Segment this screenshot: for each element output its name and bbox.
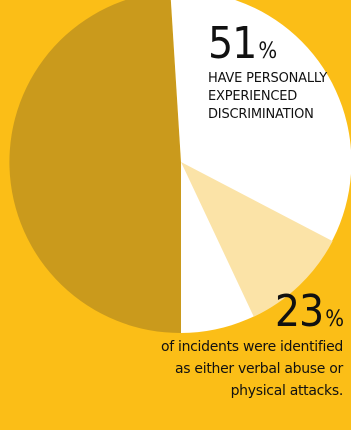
stat-incidents: 23% of incidents were identified as eith… — [0, 286, 344, 402]
stat-personal-description: HAVE PERSONALLY EXPERIENCED DISCRIMINATI… — [208, 71, 327, 122]
pie-slice-remainder — [9, 0, 181, 334]
stat-personal-value: 51% — [208, 18, 277, 69]
stat-personal-discrimination: 51% HAVE PERSONALLY EXPERIENCED DISCRIMI… — [208, 22, 351, 124]
stat-incidents-unit: % — [325, 307, 344, 332]
stat-personal-unit: % — [258, 39, 277, 64]
stat-incidents-description: of incidents were identified as either v… — [160, 339, 343, 399]
stat-incidents-value: 23% — [274, 286, 344, 337]
pie-slice-incidents — [181, 162, 333, 317]
